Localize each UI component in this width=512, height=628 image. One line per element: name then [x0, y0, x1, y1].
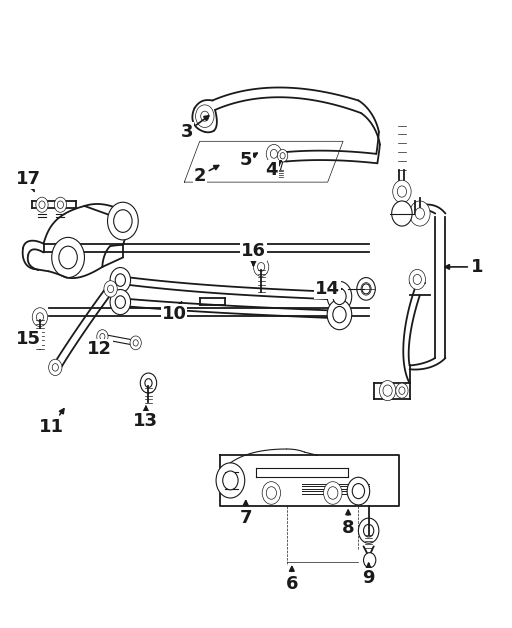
Circle shape [39, 201, 45, 208]
Circle shape [145, 379, 152, 387]
Circle shape [59, 246, 77, 269]
Circle shape [49, 359, 62, 376]
Circle shape [32, 308, 48, 327]
Text: 13: 13 [134, 406, 158, 430]
Circle shape [399, 387, 405, 394]
Circle shape [393, 180, 411, 203]
Circle shape [223, 471, 238, 490]
Circle shape [362, 284, 370, 294]
Circle shape [383, 385, 392, 396]
Text: 1: 1 [445, 258, 483, 276]
Text: 16: 16 [241, 242, 266, 266]
Circle shape [280, 153, 285, 159]
Circle shape [364, 553, 376, 568]
Text: 15: 15 [16, 330, 40, 348]
Text: 3: 3 [181, 116, 209, 141]
Circle shape [104, 281, 117, 297]
Circle shape [108, 202, 138, 240]
Circle shape [379, 381, 396, 401]
Circle shape [333, 288, 346, 305]
Circle shape [130, 336, 141, 350]
Circle shape [413, 274, 421, 284]
Circle shape [327, 300, 352, 330]
Text: 2: 2 [194, 166, 219, 185]
Circle shape [278, 149, 288, 162]
Circle shape [357, 278, 375, 300]
Circle shape [409, 269, 425, 290]
Circle shape [358, 518, 379, 543]
Circle shape [140, 373, 157, 393]
Text: 6: 6 [286, 566, 298, 593]
Circle shape [327, 281, 352, 311]
Circle shape [52, 364, 58, 371]
Circle shape [36, 313, 44, 322]
Circle shape [324, 482, 342, 504]
Text: 4: 4 [265, 161, 281, 178]
Circle shape [262, 482, 281, 504]
Circle shape [216, 463, 245, 498]
Circle shape [392, 201, 412, 226]
Circle shape [108, 285, 114, 293]
Circle shape [258, 263, 265, 271]
Circle shape [397, 186, 407, 197]
Circle shape [52, 237, 84, 278]
Circle shape [133, 340, 138, 346]
Text: 10: 10 [162, 301, 186, 323]
Circle shape [57, 201, 63, 208]
Text: 12: 12 [88, 340, 112, 357]
Circle shape [361, 283, 371, 295]
Circle shape [114, 210, 132, 232]
Circle shape [54, 197, 67, 212]
Circle shape [270, 149, 278, 158]
Circle shape [100, 333, 105, 340]
Circle shape [196, 105, 214, 127]
Circle shape [396, 383, 408, 398]
Text: 11: 11 [39, 409, 64, 436]
Circle shape [266, 487, 276, 499]
Circle shape [115, 296, 125, 308]
Circle shape [347, 477, 370, 505]
Circle shape [253, 257, 269, 276]
Circle shape [115, 274, 125, 286]
Text: 9: 9 [362, 563, 375, 587]
Circle shape [110, 290, 131, 315]
Text: 7: 7 [240, 501, 252, 527]
Circle shape [364, 524, 374, 537]
Circle shape [333, 306, 346, 323]
Circle shape [110, 268, 131, 293]
Text: 17: 17 [16, 170, 40, 192]
Text: 8: 8 [342, 510, 354, 536]
Circle shape [352, 484, 365, 499]
Text: 14: 14 [315, 280, 342, 298]
Circle shape [36, 197, 48, 212]
Circle shape [97, 330, 108, 344]
Circle shape [266, 144, 282, 163]
Circle shape [415, 208, 424, 219]
Circle shape [410, 201, 430, 226]
Text: 5: 5 [240, 151, 257, 169]
Circle shape [201, 111, 209, 121]
Circle shape [328, 487, 338, 499]
